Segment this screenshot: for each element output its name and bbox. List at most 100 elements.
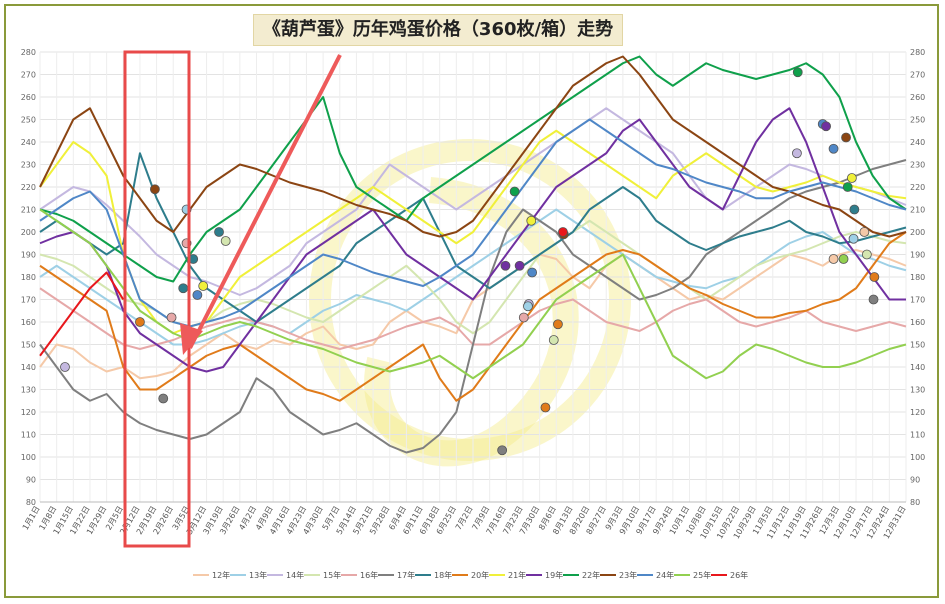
data-marker [198, 281, 209, 291]
y-tick-label-left: 150 [21, 341, 36, 350]
legend-label: 21年 [508, 570, 526, 580]
y-tick-label-right: 160 [910, 318, 925, 327]
data-marker [527, 267, 538, 278]
y-tick-label-left: 170 [21, 296, 36, 305]
series-line-19年 [39, 107, 906, 373]
y-tick-label-right: 140 [910, 363, 925, 372]
y-tick-label-left: 130 [21, 386, 36, 395]
y-tick-label-left: 180 [21, 273, 36, 282]
y-tick-label-right: 240 [910, 138, 925, 147]
legend-label: 16年 [360, 570, 378, 580]
data-marker [526, 215, 537, 226]
data-marker [158, 393, 169, 404]
chart-title: 《葫芦蛋》历年鸡蛋价格（360枚/箱）走势 [262, 19, 614, 40]
legend-label: 12年 [212, 570, 230, 580]
highlight-box [123, 50, 191, 548]
y-tick-label-right: 230 [910, 161, 925, 170]
data-marker [514, 260, 525, 271]
y-tick-label-left: 280 [21, 48, 36, 57]
data-marker [540, 402, 551, 413]
y-tick-label-right: 120 [910, 408, 925, 417]
data-marker [135, 317, 145, 327]
data-marker [846, 173, 857, 183]
y-tick-label-right: 170 [910, 296, 925, 305]
data-marker [838, 254, 849, 264]
data-marker [828, 143, 839, 154]
data-marker [869, 272, 880, 282]
legend-label: 13年 [249, 570, 267, 580]
y-axis-right: 80 90 100 110 120 130 140 150 160 170 180 190 200 210… [910, 48, 925, 507]
series-line-17年 [39, 159, 907, 454]
y-tick-label-left: 260 [21, 93, 36, 102]
legend-label: 15年 [323, 570, 341, 580]
highlight-annotation [123, 50, 342, 548]
y-tick-label-right: 210 [910, 206, 925, 215]
legend-label: 26年 [730, 570, 748, 580]
legend-label: 22年 [582, 570, 600, 580]
data-marker [792, 148, 802, 159]
legend-label: 18年 [434, 570, 452, 580]
data-marker [841, 132, 851, 143]
x-axis: 1月1日1月8日1月15日1月22日1月29日2月5日2月12日2月19日2月2… [21, 504, 908, 540]
y-tick-label-right: 110 [910, 431, 925, 440]
data-marker [849, 204, 860, 215]
legend-label: 19年 [545, 570, 563, 580]
y-tick-label-right: 200 [910, 228, 925, 237]
series-line-23年 [39, 55, 907, 238]
y-tick-label-left: 270 [21, 71, 36, 80]
y-tick-label-left: 110 [21, 431, 36, 440]
y-tick-label-right: 100 [910, 453, 925, 462]
data-marker [828, 254, 839, 264]
y-tick-label-left: 250 [21, 116, 36, 125]
legend: 12年 13年 14年 15年 16年 17年 18年 20年 21年 19年 22年 23年 24年 2… [193, 570, 748, 580]
data-marker [192, 290, 203, 300]
data-marker [859, 227, 870, 237]
y-tick-label-right: 250 [910, 116, 925, 125]
data-marker [861, 249, 872, 260]
y-tick-label-right: 190 [910, 251, 925, 260]
y-tick-label-right: 90 [910, 476, 920, 485]
data-marker [166, 312, 177, 323]
data-marker [842, 182, 853, 192]
title-box [253, 14, 623, 46]
y-tick-label-right: 180 [910, 273, 925, 282]
data-marker [214, 227, 224, 237]
legend-label: 23年 [619, 570, 637, 580]
y-axis-left: 80 90 100 110 120 130 140 150 160 170 180 190 200 210… [21, 48, 36, 507]
y-tick-label-left: 210 [21, 206, 36, 215]
data-marker [509, 186, 520, 197]
data-marker [558, 227, 568, 237]
data-marker [868, 294, 879, 305]
data-marker [553, 319, 563, 330]
data-marker [497, 445, 508, 456]
legend-label: 25年 [693, 570, 711, 580]
data-marker [821, 121, 831, 132]
legend-label: 24年 [656, 570, 674, 580]
y-tick-label-left: 220 [21, 183, 36, 192]
series-line-22年 [39, 55, 907, 283]
y-tick-label-right: 270 [910, 71, 925, 80]
y-tick-label-left: 140 [21, 363, 36, 372]
data-marker [60, 362, 70, 372]
y-tick-label-right: 80 [910, 498, 920, 507]
y-tick-label-left: 190 [21, 251, 36, 260]
legend-label: 20年 [471, 570, 489, 580]
y-tick-label-left: 200 [21, 228, 36, 237]
data-marker [548, 335, 559, 345]
data-marker [150, 184, 160, 195]
data-marker [178, 283, 189, 294]
y-tick-label-left: 80 [26, 498, 36, 507]
y-tick-label-left: 100 [21, 453, 36, 462]
data-marker [500, 260, 511, 271]
data-marker [220, 236, 231, 246]
markers-layer [60, 67, 880, 456]
y-tick-label-right: 220 [910, 183, 925, 192]
y-tick-label-left: 90 [26, 476, 36, 485]
y-tick-label-right: 280 [910, 48, 925, 57]
data-marker [792, 67, 803, 78]
series-line-26年 [39, 271, 125, 357]
y-tick-label-left: 240 [21, 138, 36, 147]
series-line-20年 [39, 231, 907, 402]
legend-label: 17年 [397, 570, 415, 580]
